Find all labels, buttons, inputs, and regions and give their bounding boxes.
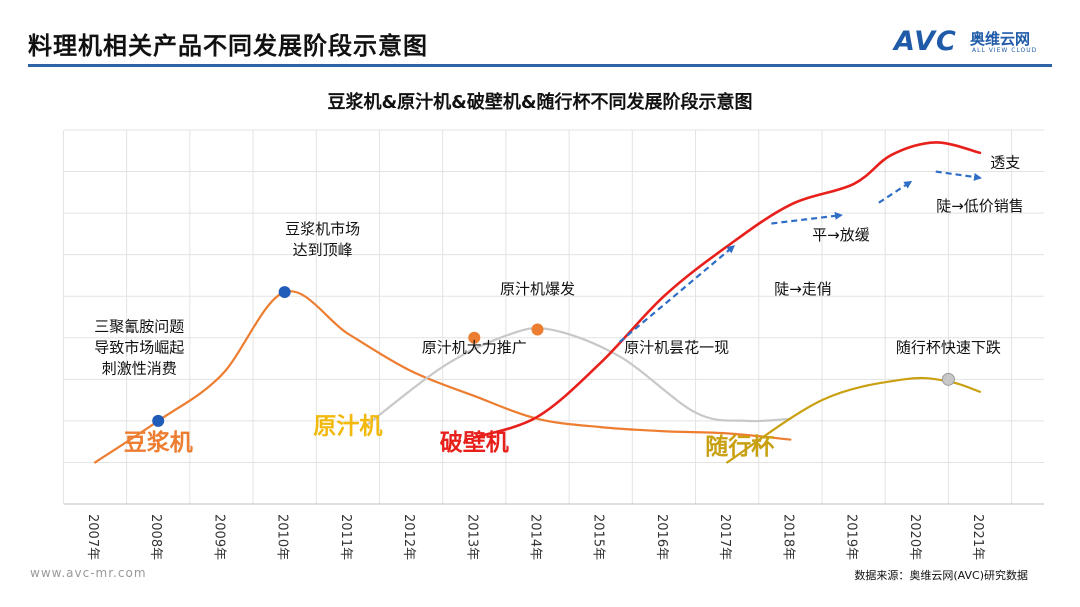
- series-line-soymilk: [93, 290, 792, 464]
- series-name-label: 随行杯: [705, 433, 774, 460]
- chart-title: 豆浆机&原汁机&破壁机&随行杯不同发展阶段示意图: [327, 92, 753, 113]
- series-name-label: 原汁机: [313, 413, 382, 439]
- x-tick-label: 2011年: [338, 514, 353, 560]
- series-name-label: 豆浆机: [124, 429, 193, 456]
- annotation-line: 平→放缓: [812, 226, 870, 244]
- annotation-line: 原汁机爆发: [500, 280, 575, 298]
- trend-arrow: [618, 245, 735, 343]
- chart-text: 2007年 2008年 2009年 2010年 2011年 2012年 2013年 2014年…: [85, 153, 1024, 560]
- trend-arrow: [935, 170, 982, 181]
- x-tick-label: 2010年: [275, 514, 290, 560]
- annotation-label: 随行杯快速下跌: [896, 338, 1001, 356]
- annotation-label: 平→放缓: [812, 226, 870, 244]
- x-tick-label: 2017年: [717, 514, 732, 560]
- trend-arrows: [618, 170, 982, 343]
- annotation-line: 三聚氰胺问题: [94, 318, 184, 336]
- point-marker: [941, 372, 955, 386]
- x-tick-label: 2009年: [211, 514, 226, 560]
- footer-url: www.avc-mr.com: [30, 566, 147, 580]
- series-line-juicer: [365, 327, 792, 427]
- x-tick-label: 2015年: [591, 514, 606, 560]
- point-marker: [468, 331, 481, 344]
- annotation-label: 原汁机爆发: [500, 280, 575, 298]
- annotation-label: 原汁机大力推广: [422, 338, 527, 356]
- annotation-line: 原汁机昙花一现: [624, 338, 729, 356]
- trend-arrow: [771, 211, 843, 225]
- series-lines: [93, 141, 982, 464]
- x-tick-label: 2016年: [654, 514, 669, 560]
- point-marker: [152, 414, 165, 427]
- annotation-label: 透支: [990, 153, 1020, 171]
- x-tick-label: 2008年: [148, 514, 163, 560]
- x-tick-label: 2018年: [780, 514, 795, 560]
- point-marker: [278, 286, 291, 299]
- annotation-line: 刺激性消费: [102, 360, 177, 378]
- annotation-label: 陡→低价销售: [936, 197, 1024, 215]
- logo-en-text: ALL VIEW CLOUD: [972, 47, 1038, 54]
- annotation-label: 原汁机昙花一现: [624, 338, 729, 356]
- trend-arrow: [878, 180, 913, 204]
- annotation-line: 透支: [990, 153, 1020, 171]
- x-tick-label: 2021年: [970, 514, 985, 560]
- page-title: 料理机相关产品不同发展阶段示意图: [28, 32, 428, 60]
- annotation-label: 陡→走俏: [774, 280, 832, 298]
- annotation-line: 达到顶峰: [293, 241, 353, 259]
- header-rule: [28, 64, 1052, 67]
- x-tick-label: 2013年: [464, 514, 479, 560]
- x-tick-label: 2007年: [85, 514, 100, 560]
- annotation-label: 三聚氰胺问题导致市场崛起刺激性消费: [94, 318, 184, 378]
- x-tick-label: 2019年: [844, 514, 859, 560]
- point-marker: [531, 323, 544, 336]
- annotation-line: 陡→低价销售: [936, 197, 1024, 215]
- series-line-cup: [726, 376, 982, 464]
- series-name-label: 破壁机: [440, 429, 509, 456]
- logo-cn-text: 奥维云网: [970, 30, 1031, 48]
- annotation-line: 导致市场崛起: [94, 339, 184, 357]
- series-line-blender: [472, 141, 982, 439]
- point-markers: [152, 286, 955, 427]
- annotation-line: 原汁机大力推广: [422, 338, 527, 356]
- x-tick-label: 2020年: [907, 514, 922, 560]
- x-tick-label: 2014年: [528, 514, 543, 560]
- annotation-line: 随行杯快速下跌: [896, 338, 1001, 356]
- footer-source: 数据来源：奥维云网(AVC)研究数据: [854, 569, 1028, 582]
- x-tick-label: 2012年: [401, 514, 416, 560]
- annotation-line: 豆浆机市场: [285, 220, 360, 238]
- avc-logo: AVC 奥维云网 ALL VIEW CLOUD: [894, 26, 1052, 57]
- grid: [62, 129, 1044, 505]
- annotation-line: 陡→走俏: [774, 280, 832, 298]
- logo-avc-text: AVC: [894, 26, 957, 57]
- annotation-label: 豆浆机市场达到顶峰: [285, 220, 360, 259]
